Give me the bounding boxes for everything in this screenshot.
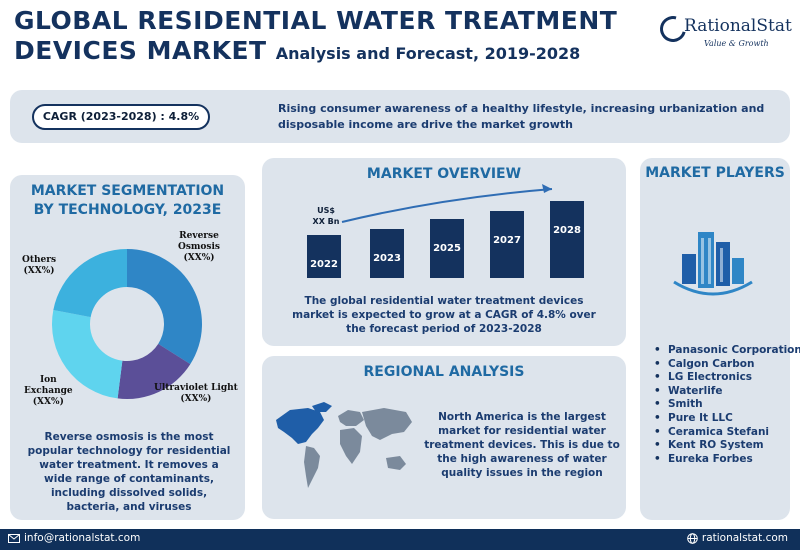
player-lg-electronics: LG Electronics [652,371,786,385]
globe-icon [687,532,698,544]
segmentation-panel: MARKET SEGMENTATION BY TECHNOLOGY, 2023E… [10,175,245,520]
player-calgon-carbon: Calgon Carbon [652,358,786,372]
label-uv-line1: Ultraviolet Light [154,383,238,393]
donut-slice-ion-exchange [51,309,123,399]
player-kent-ro: Kent RO System [652,439,786,453]
player-smith: Smith [652,398,786,412]
page-title-line1: GLOBAL RESIDENTIAL WATER TREATMENT [14,6,618,35]
label-others-value: (XX%) [23,266,55,276]
mail-icon [8,533,20,543]
footer-email-text: info@rationalstat.com [24,532,141,544]
player-waterlife: Waterlife [652,385,786,399]
banner-text: Rising consumer awareness of a healthy l… [278,102,765,131]
donut-slice-reverse-osmosis [127,249,203,365]
bar-label-2022: 2022 [310,259,338,270]
label-ro-value: (XX%) [183,253,215,263]
bar-label-2028: 2028 [553,225,581,236]
market-players-title: MARKET PLAYERS [645,165,785,181]
bar-label-2027: 2027 [493,235,521,246]
page-subtitle: Analysis and Forecast, 2019-2028 [275,44,581,63]
bar-2022 [307,235,341,278]
donut-slice-others [53,249,127,318]
brand-logo: RationalStat Value & Growth [655,11,792,54]
growth-arrow-head [542,184,552,193]
unit-label-line1: US$ [317,206,335,215]
label-ion-line2: Exchange [24,386,73,396]
label-ro-line2: Osmosis [178,242,220,252]
segmentation-title: MARKET SEGMENTATION BY TECHNOLOGY, 2023E [30,183,225,218]
label-ultraviolet: Ultraviolet Light (XX%) [154,383,238,405]
bar-2028 [550,201,584,278]
player-panasonic: Panasonic Corporation [652,344,800,358]
bar-label-2023: 2023 [373,253,401,264]
player-pure-it: Pure It LLC [652,412,786,426]
technology-donut-chart [51,249,203,399]
player-eureka-forbes: Eureka Forbes [652,453,786,467]
label-ion-line1: Ion [39,375,57,385]
footer-bar: info@rationalstat.com rationalstat.com [0,529,800,550]
label-reverse-osmosis: Reverse Osmosis (XX%) [178,231,220,264]
footer-website[interactable]: rationalstat.com [687,532,788,544]
player-ceramica-stefani: Ceramica Stefani [652,426,786,440]
donut-slice-ultraviolet-light [117,343,191,399]
label-ion-value: (XX%) [32,397,64,407]
logo-name: RationalStat [684,16,792,36]
label-ro-line1: Reverse [179,231,219,241]
world-map-icon [276,402,412,488]
footer-email[interactable]: info@rationalstat.com [8,532,140,544]
segmentation-description: Reverse osmosis is the most popular tech… [27,431,231,513]
title-devices-market: DEVICES MARKET [14,36,267,65]
regional-analysis-title: REGIONAL ANALYSIS [363,364,525,380]
regional-analysis-description: North America is the largest market for … [424,411,620,479]
market-size-bar-chart: US$ XX Bn 2022 2023 2025 2027 2028 [307,184,584,278]
bar-2025 [430,219,464,278]
cagr-badge: CAGR (2023-2028) : 4.8% [32,104,210,130]
market-overview-description: The global residential water treatment d… [292,295,596,335]
logo-tagline: Value & Growth [704,39,769,48]
market-players-panel: MARKET PLAYERS Panasonic Corporation Cal… [640,158,800,520]
page-title-line2: DEVICES MARKET Analysis and Forecast, 20… [14,36,580,65]
label-others: Others (XX%) [22,255,56,277]
growth-arrow [341,188,553,223]
label-ion-exchange: Ion Exchange (XX%) [24,375,73,408]
bar-label-2025: 2025 [433,243,461,254]
buildings-icon [673,232,753,296]
market-players-list: Panasonic Corporation Calgon Carbon LG E… [652,344,800,467]
bar-2027 [490,211,524,278]
market-overview-title: MARKET OVERVIEW [366,166,522,182]
label-uv-value: (XX%) [180,394,212,404]
cagr-banner: CAGR (2023-2028) : 4.8% Rising consumer … [10,90,790,143]
market-overview-panel: MARKET OVERVIEW US$ XX Bn 2022 2023 2025 20… [262,158,626,346]
bar-2023 [370,229,404,278]
label-others-line1: Others [22,255,57,265]
regional-analysis-panel: REGIONAL ANALYSIS North America is the l… [262,356,626,519]
footer-website-text: rationalstat.com [701,532,788,544]
unit-label-line2: XX Bn [313,217,340,226]
